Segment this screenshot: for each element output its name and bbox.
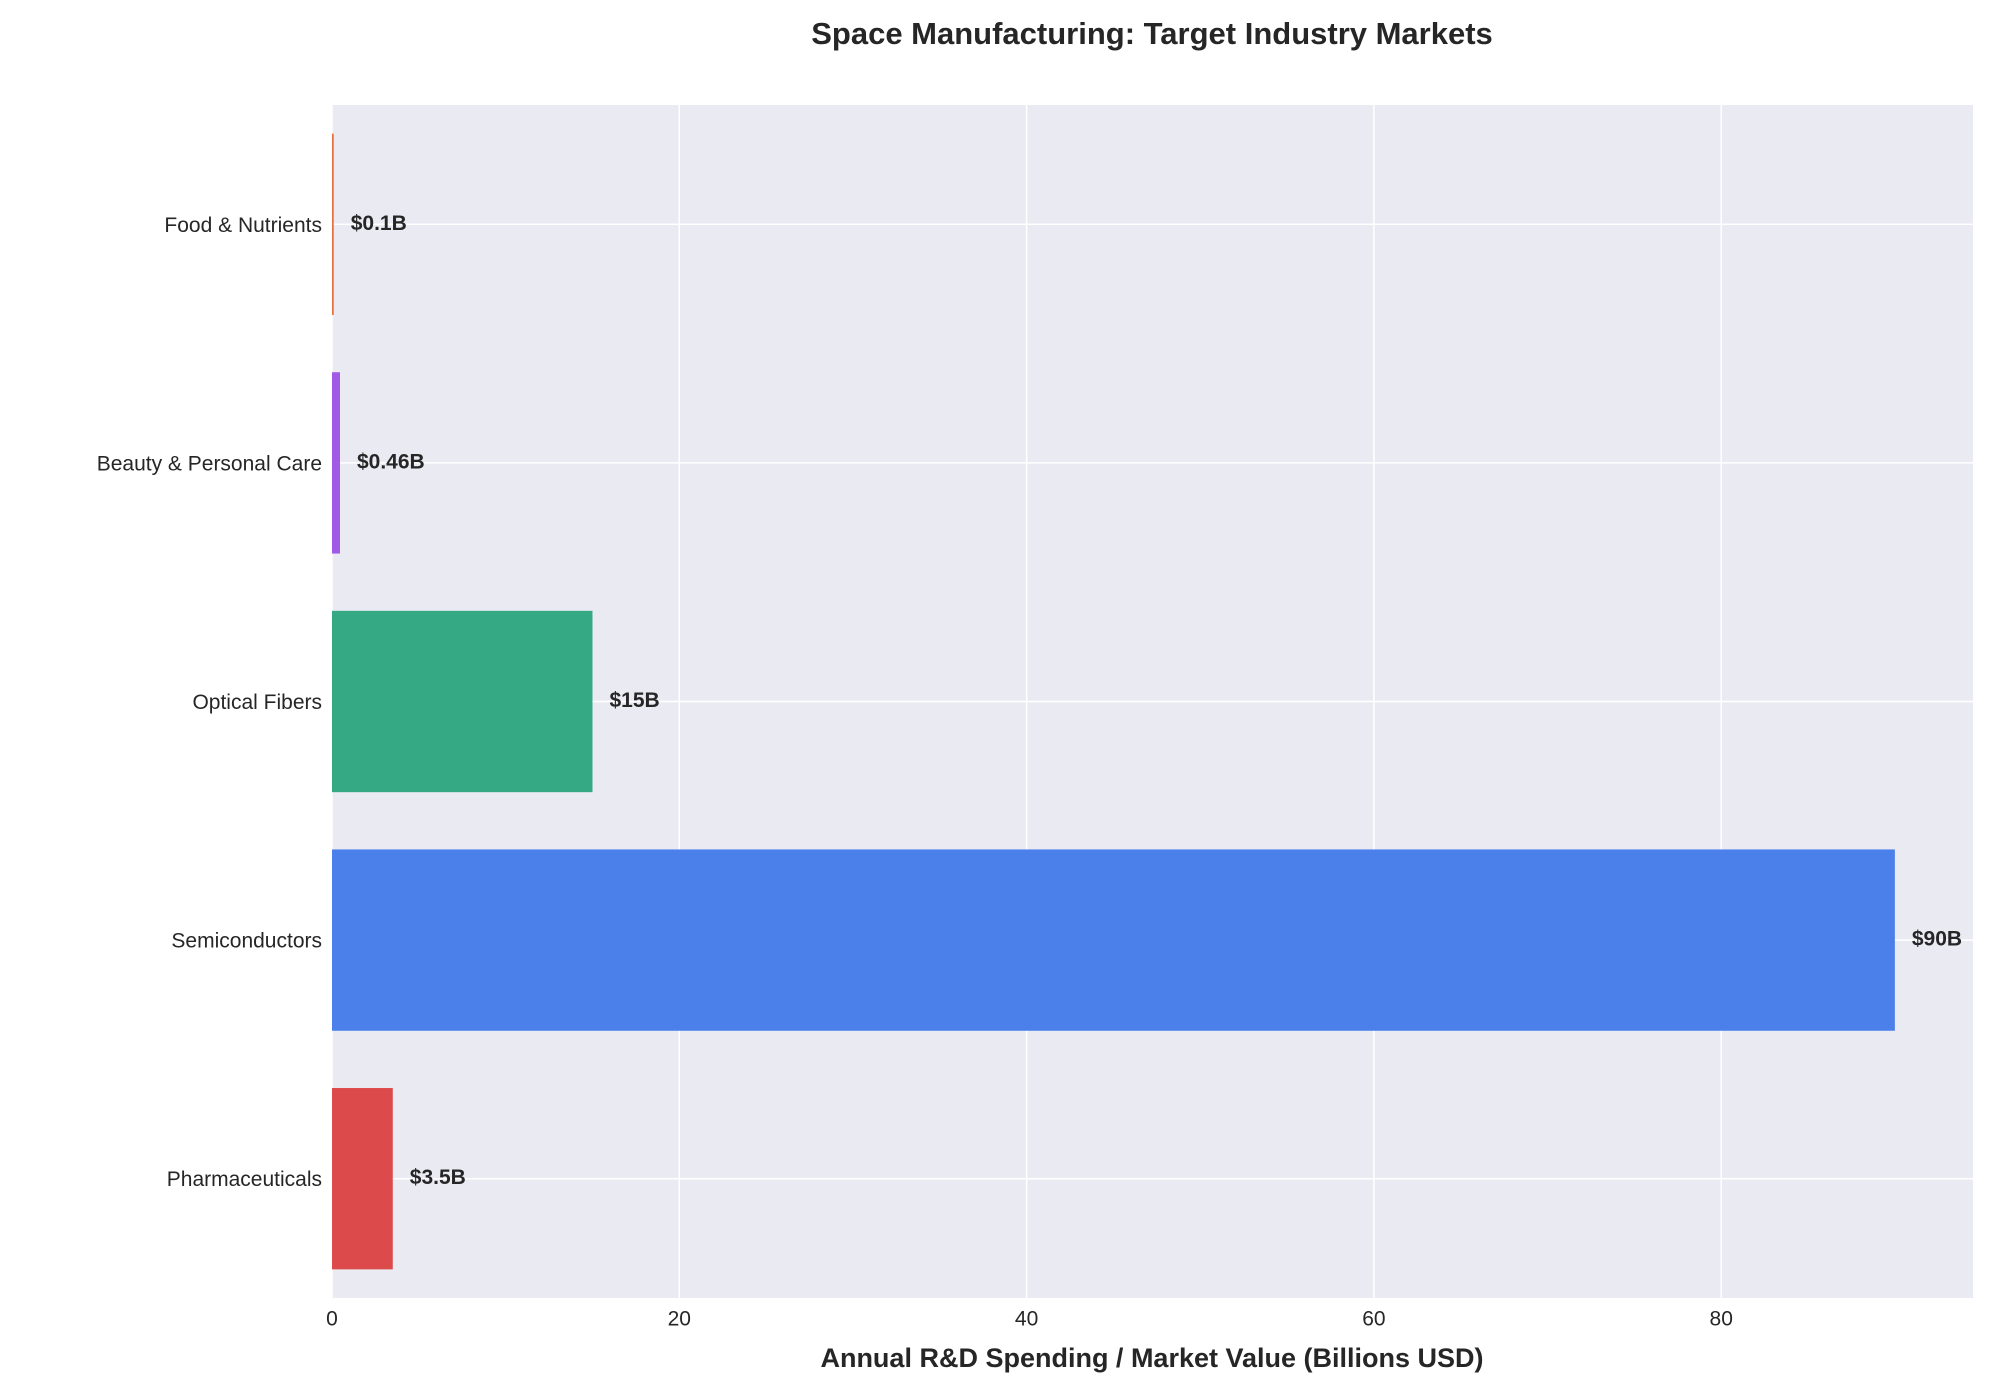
bar xyxy=(332,133,334,315)
y-tick-label: Beauty & Personal Care xyxy=(97,452,322,475)
x-tick-label: 20 xyxy=(668,1308,691,1331)
y-tick-label: Semiconductors xyxy=(171,930,322,953)
x-tick-label: 80 xyxy=(1710,1308,1733,1331)
y-tick-label: Optical Fibers xyxy=(192,691,322,714)
x-tick-label: 60 xyxy=(1362,1308,1385,1331)
bar xyxy=(332,610,593,793)
value-label: $3.5B xyxy=(410,1166,466,1189)
bar xyxy=(332,1088,393,1270)
x-tick-label: 0 xyxy=(326,1308,338,1331)
y-tick-label: Food & Nutrients xyxy=(164,214,322,237)
value-label: $90B xyxy=(1912,928,1962,951)
y-tick-label: Pharmaceuticals xyxy=(167,1168,322,1191)
bar xyxy=(332,849,1895,1031)
value-label: $0.46B xyxy=(357,450,425,473)
x-axis-label: Annual R&D Spending / Market Value (Bill… xyxy=(820,1343,1483,1373)
value-label: $0.1B xyxy=(351,212,407,235)
bar xyxy=(332,372,340,554)
x-tick-label: 40 xyxy=(1015,1308,1038,1331)
value-label: $15B xyxy=(609,689,659,712)
chart-title: Space Manufacturing: Target Industry Mar… xyxy=(811,16,1493,51)
